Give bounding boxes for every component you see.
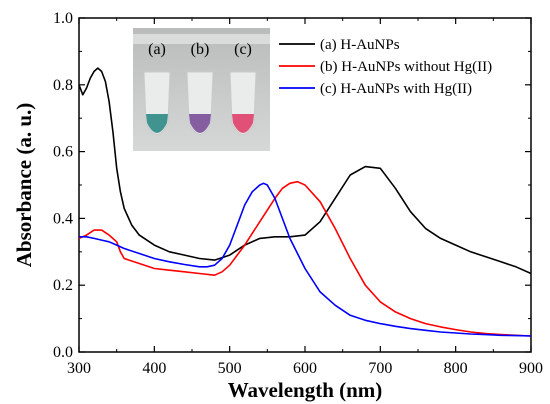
- x-tick-label: 300: [67, 360, 91, 377]
- x-tick-label: 400: [142, 360, 166, 377]
- x-tick-label: 600: [293, 360, 317, 377]
- x-tick-label: 900: [519, 360, 543, 377]
- y-tick-label: 0.8: [53, 77, 73, 94]
- vial-label: (a): [148, 41, 166, 58]
- inset-photo: (a) (b) (c): [133, 28, 270, 151]
- vial-solution: [232, 114, 254, 133]
- inset-highlight: [133, 34, 270, 44]
- y-tick-label: 1.0: [53, 10, 73, 27]
- series-line-b: [78, 180, 532, 337]
- y-tick-label: 0.6: [53, 144, 73, 161]
- y-axis-title: Absorbance (a. u.): [12, 103, 36, 268]
- legend-label: (b) H-AuNPs without Hg(II): [320, 59, 492, 75]
- series-line-a: [78, 67, 532, 275]
- axes: 300 400 500 600 700 800 900 0.0 0.2 0.4 0.6 0.8 1.0: [53, 10, 543, 377]
- vial-label: (c): [234, 41, 252, 58]
- x-tick-label: 500: [218, 360, 242, 377]
- legend: (a) H-AuNPs (b) H-AuNPs without Hg(II) (c)…: [279, 37, 492, 97]
- y-tick-label: 0.0: [53, 344, 73, 361]
- legend-label: (c) H-AuNPs with Hg(II): [320, 81, 472, 97]
- x-tick-label: 800: [444, 360, 468, 377]
- vial-solution: [189, 114, 211, 133]
- series-line-c: [79, 182, 532, 337]
- legend-label: (a) H-AuNPs: [320, 37, 400, 53]
- data-series: [78, 67, 532, 337]
- vial-solution: [146, 114, 168, 133]
- y-tick-label: 0.2: [53, 277, 73, 294]
- x-tick-label: 700: [368, 360, 392, 377]
- vial-label: (b): [191, 41, 210, 58]
- x-axis-title: Wavelength (nm): [228, 378, 383, 402]
- y-tick-label: 0.4: [53, 210, 73, 227]
